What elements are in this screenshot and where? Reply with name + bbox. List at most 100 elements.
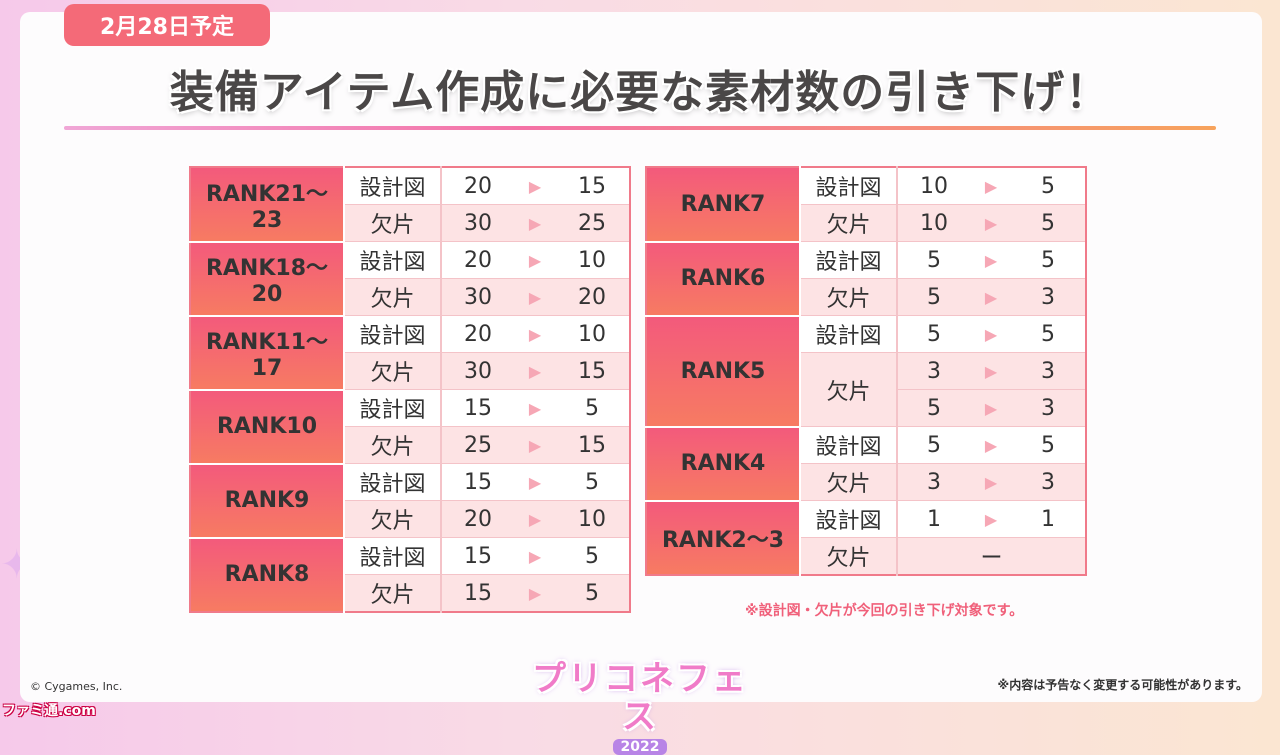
- left-rank-table: RANK21〜23 設計図 20 ▶ 15 欠片 30 ▶ 25 RANK18〜20 設計図 20 ▶ 1…: [189, 166, 631, 613]
- arrow-right-icon: ▶: [984, 324, 998, 344]
- arrow-right-icon: ▶: [528, 324, 542, 344]
- rank-label: RANK7: [646, 167, 801, 243]
- value-after: 5: [585, 395, 599, 421]
- table-row: RANK9 設計図 15 ▶ 5: [190, 463, 630, 539]
- rank-label: RANK5: [646, 315, 801, 428]
- arrow-right-icon: ▶: [984, 509, 998, 529]
- value-before: 30: [464, 284, 492, 310]
- rank-label: RANK10: [190, 389, 345, 465]
- rank-label: RANK18〜20: [190, 241, 345, 317]
- material-type: 設計図: [800, 167, 898, 205]
- table-row: RANK18〜20 設計図 20 ▶ 10: [190, 241, 630, 317]
- material-type: 欠片: [800, 204, 898, 242]
- value-cell: 20 ▶ 10: [441, 500, 630, 538]
- material-type: 欠片: [800, 352, 898, 427]
- value-before: 30: [464, 358, 492, 384]
- value-after: 3: [1041, 469, 1055, 495]
- material-type: 欠片: [344, 426, 442, 464]
- arrow-right-icon: ▶: [528, 213, 542, 233]
- table-row: RANK4 設計図 5 ▶ 5: [646, 426, 1086, 502]
- table-row: RANK6 設計図 5 ▶ 5: [646, 241, 1086, 317]
- arrow-right-icon: ▶: [984, 398, 998, 418]
- table-row: 欠片 10 ▶ 5: [646, 204, 1086, 242]
- no-value-dash: ー: [980, 546, 1003, 571]
- value-after: 10: [578, 321, 606, 347]
- arrow-right-icon: ▶: [984, 250, 998, 270]
- arrow-right-icon: ▶: [528, 287, 542, 307]
- value-cell: 15 ▶ 5: [441, 537, 630, 575]
- value-cell: 3 ▶ 3: [897, 463, 1086, 501]
- date-badge: 2月28日予定: [64, 4, 270, 46]
- material-type: 欠片: [800, 463, 898, 501]
- arrow-right-icon: ▶: [984, 435, 998, 455]
- value-cell: 5 ▶ 3: [897, 389, 1086, 427]
- material-type: 設計図: [344, 463, 442, 501]
- value-after: 5: [585, 469, 599, 495]
- value-before: 30: [464, 210, 492, 236]
- material-type: 欠片: [344, 352, 442, 390]
- event-logo-text: プリコネフェス: [532, 659, 748, 737]
- value-cell: 30 ▶ 25: [441, 204, 630, 242]
- material-type: 欠片: [344, 574, 442, 613]
- event-logo-year: 2022: [612, 739, 668, 755]
- material-type: 設計図: [800, 315, 898, 353]
- value-after: 10: [578, 247, 606, 273]
- arrow-right-icon: ▶: [528, 583, 542, 603]
- arrow-right-icon: ▶: [528, 361, 542, 381]
- value-cell: 15 ▶ 5: [441, 463, 630, 501]
- value-after: 5: [1041, 321, 1055, 347]
- title-underline: [64, 126, 1216, 130]
- value-cell: 10 ▶ 5: [897, 167, 1086, 205]
- right-rank-table: RANK7 設計図 10 ▶ 5 欠片 10 ▶ 5 RANK6 設計図 5 ▶ 5 欠片 5 ▶ 3 RANK5 設…: [645, 166, 1087, 576]
- value-before: 1: [927, 506, 941, 532]
- table-row: 欠片 3 ▶ 3: [646, 463, 1086, 501]
- value-cell: 10 ▶ 5: [897, 204, 1086, 242]
- value-after: 20: [578, 284, 606, 310]
- rank-label: RANK8: [190, 537, 345, 612]
- table-row: RANK10 設計図 15 ▶ 5: [190, 389, 630, 465]
- arrow-right-icon: ▶: [528, 176, 542, 196]
- material-type: 設計図: [344, 167, 442, 205]
- disclaimer-text: ※内容は予告なく変更する可能性があります。: [997, 678, 1248, 692]
- value-before: 20: [464, 321, 492, 347]
- arrow-right-icon: ▶: [528, 472, 542, 492]
- value-after: 5: [1041, 210, 1055, 236]
- material-type: 設計図: [344, 241, 442, 279]
- material-type: 欠片: [344, 278, 442, 316]
- value-cell: 20 ▶ 10: [441, 241, 630, 279]
- value-cell: 1 ▶ 1: [897, 500, 1086, 538]
- value-before: 3: [927, 358, 941, 384]
- value-after: 5: [585, 580, 599, 606]
- material-type: 欠片: [344, 204, 442, 242]
- table-row: RANK8 設計図 15 ▶ 5: [190, 537, 630, 612]
- value-cell: 20 ▶ 15: [441, 167, 630, 205]
- value-after: 5: [1041, 173, 1055, 199]
- material-type: 設計図: [344, 315, 442, 353]
- table-row: 欠片 ー: [646, 537, 1086, 576]
- arrow-right-icon: ▶: [984, 472, 998, 492]
- value-cell: ー: [897, 537, 1086, 576]
- value-cell: 30 ▶ 15: [441, 352, 630, 390]
- table-row: RANK5 設計図 5 ▶ 5: [646, 315, 1086, 428]
- arrow-right-icon: ▶: [984, 361, 998, 381]
- page-title: 装備アイテム作成に必要な素材数の引き下げ！: [169, 67, 1111, 118]
- value-cell: 20 ▶ 10: [441, 315, 630, 353]
- value-after: 1: [1041, 506, 1055, 532]
- value-after: 5: [1041, 247, 1055, 273]
- value-before: 5: [927, 432, 941, 458]
- value-before: 15: [464, 469, 492, 495]
- site-watermark: ファミ通.com: [2, 703, 96, 719]
- value-after: 3: [1041, 358, 1055, 384]
- value-before: 10: [920, 210, 948, 236]
- material-type: 設計図: [800, 241, 898, 279]
- copyright-text: © Cygames, Inc.: [30, 680, 123, 693]
- value-before: 20: [464, 506, 492, 532]
- value-cell: 5 ▶ 5: [897, 241, 1086, 279]
- material-type: 設計図: [344, 537, 442, 575]
- arrow-right-icon: ▶: [528, 546, 542, 566]
- value-after: 15: [578, 358, 606, 384]
- rank-label: RANK11〜17: [190, 315, 345, 391]
- value-after: 10: [578, 506, 606, 532]
- arrow-right-icon: ▶: [984, 176, 998, 196]
- table-row: RANK21〜23 設計図 20 ▶ 15: [190, 167, 630, 243]
